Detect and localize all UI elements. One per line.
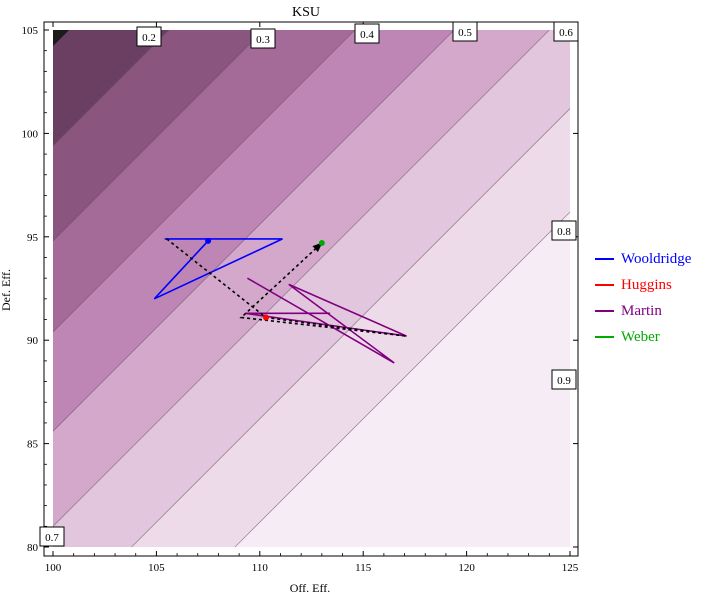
legend-item-wooldridge: Wooldridge: [595, 246, 691, 272]
legend-item-huggins: Huggins: [595, 272, 691, 298]
legend-swatch: [595, 336, 614, 338]
legend-swatch: [595, 310, 614, 312]
contour-label-text: 0.7: [45, 532, 59, 544]
legend-item-martin: Martin: [595, 298, 691, 324]
contour-fills: [53, 30, 570, 547]
contour-label-box: [452, 21, 478, 42]
contour-label-text: 0.5: [458, 27, 472, 39]
x-tick-label: 100: [45, 562, 62, 574]
contour-line: [52, 29, 70, 47]
series-point-wooldridge: [205, 237, 212, 244]
y-tick-label: 80: [27, 542, 39, 554]
x-axis-label: Off. Eff.: [290, 581, 331, 595]
legend: Wooldridge Huggins Martin Weber: [595, 246, 691, 350]
contour-label-0.2: 0.2: [136, 26, 162, 47]
contour-label-0.7: 0.7: [39, 526, 65, 547]
contour-lines: [52, 29, 571, 548]
y-tick-label: 105: [22, 25, 39, 37]
x-tick-label: 110: [252, 562, 269, 574]
legend-label: Weber: [621, 328, 660, 345]
legend-label: Martin: [621, 302, 662, 319]
contour-label-0.9: 0.9: [551, 369, 577, 390]
legend-label: Wooldridge: [621, 250, 692, 267]
series-line-martin: [245, 277, 407, 364]
contour-label-box: [250, 28, 276, 49]
legend-label: Huggins: [621, 276, 672, 293]
series-point-weber: [318, 240, 325, 247]
contour-line: [52, 29, 455, 432]
contour-label-0.3: 0.3: [250, 28, 276, 49]
x-tick-label: 115: [355, 562, 372, 574]
series-point-huggins: [263, 314, 270, 321]
contour-label-box: [136, 26, 162, 47]
series-line-wooldridge: [153, 238, 283, 300]
contour-label-text: 0.3: [256, 34, 270, 46]
contour-label-box: [39, 526, 65, 547]
contour-line: [52, 29, 550, 527]
contour-labels: 0.2 0.3 0.4 0.5 0.6 0.7 0.8 0.9: [39, 21, 579, 547]
contour-label-0.6: 0.6: [553, 21, 579, 42]
contour-label-box: [354, 23, 380, 44]
legend-item-weber: Weber: [595, 324, 691, 350]
contour-label-box: [553, 21, 579, 42]
y-tick-label: 95: [27, 232, 39, 244]
y-tick-label: 100: [22, 128, 39, 140]
contour-label-0.8: 0.8: [551, 220, 577, 241]
x-tick-label: 125: [562, 562, 579, 574]
contour-label-box: [551, 220, 577, 241]
contour-line: [234, 211, 571, 548]
x-tick-label: 105: [148, 562, 165, 574]
contour-label-text: 0.4: [360, 29, 374, 41]
contour-label-text: 0.8: [557, 226, 571, 238]
contour-line: [52, 29, 170, 147]
contour-line: [52, 29, 265, 242]
y-tick-label: 85: [27, 439, 39, 451]
y-axis-label: Def. Eff.: [0, 269, 13, 311]
contour-label-box: [551, 369, 577, 390]
chart-title: KSU: [292, 5, 320, 20]
y-tick-label: 90: [27, 335, 39, 347]
legend-swatch: [595, 258, 614, 260]
contour-line: [52, 29, 356, 333]
plot-border: [43, 21, 579, 557]
contour-label-text: 0.9: [557, 375, 571, 387]
plot-frame: [43, 21, 579, 557]
x-tick-label: 120: [458, 562, 475, 574]
contour-label-0.4: 0.4: [354, 23, 380, 44]
dashed-trajectory: [166, 238, 407, 337]
contour-label-text: 0.6: [559, 27, 573, 39]
contour-band: [53, 30, 570, 547]
contour-label-text: 0.2: [142, 32, 156, 44]
contour-label-0.5: 0.5: [452, 21, 478, 42]
legend-swatch: [595, 284, 614, 286]
series-layer: [153, 237, 407, 364]
